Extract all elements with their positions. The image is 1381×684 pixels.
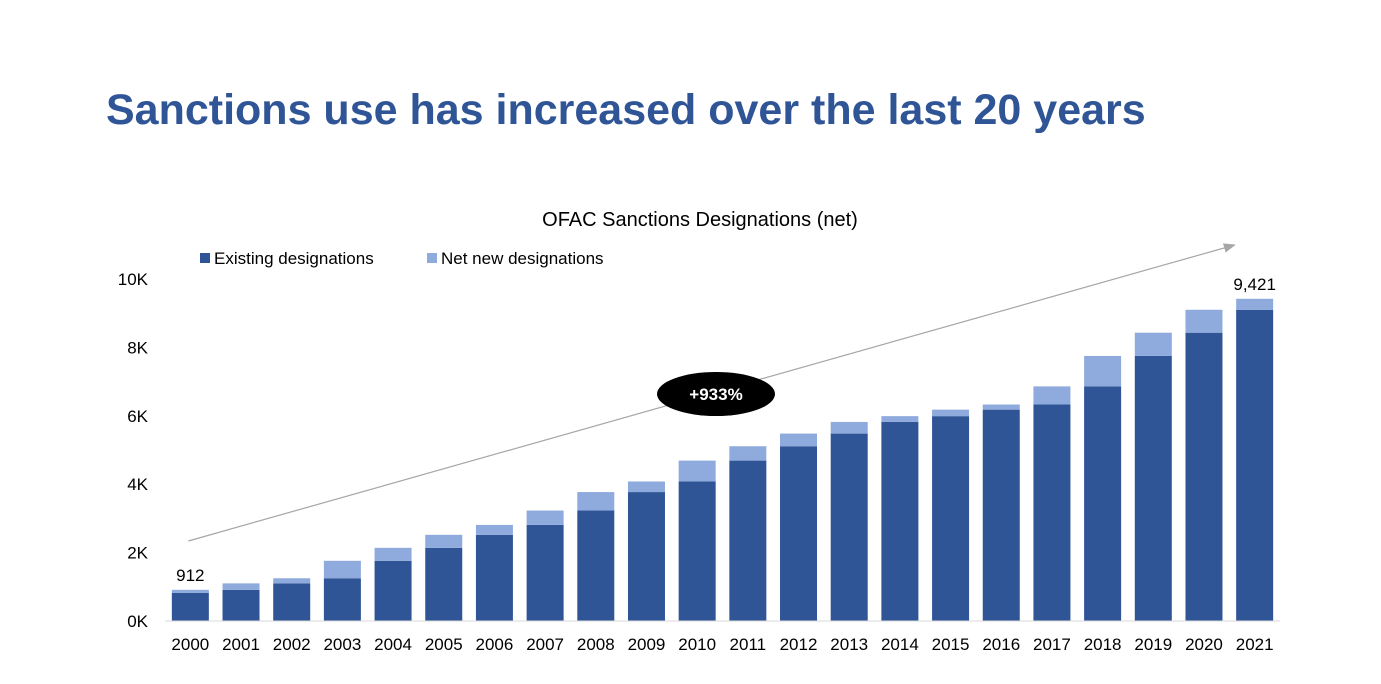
legend-label: Existing designations (214, 249, 374, 268)
x-tick-label: 2015 (932, 635, 970, 654)
x-tick-label: 2000 (171, 635, 209, 654)
bar-net-new (881, 416, 919, 422)
x-tick-label: 2014 (881, 635, 919, 654)
bar-existing (729, 460, 767, 621)
x-tick-label: 2013 (830, 635, 868, 654)
x-tick-label: 2007 (526, 635, 564, 654)
bar-net-new (627, 481, 665, 493)
bar-net-new (830, 421, 868, 434)
bar-existing (577, 510, 615, 621)
y-tick-label: 0K (127, 612, 148, 631)
x-tick-label: 2001 (222, 635, 260, 654)
bar-net-new (222, 583, 260, 590)
growth-badge-label: +933% (689, 385, 742, 404)
bar-existing (526, 524, 564, 621)
bar-existing (1236, 309, 1274, 621)
bar-net-new (526, 510, 564, 525)
x-tick-label: 2020 (1185, 635, 1223, 654)
bar-net-new (729, 446, 767, 461)
bar-net-new (577, 492, 615, 511)
legend-swatch (200, 253, 210, 263)
x-tick-label: 2006 (476, 635, 514, 654)
bar-existing (1134, 355, 1172, 621)
chart-legend: Existing designations Net new designation… (200, 249, 604, 268)
x-tick-label: 2003 (323, 635, 361, 654)
bar-net-new (1084, 355, 1122, 387)
x-tick-label: 2010 (678, 635, 716, 654)
x-tick-label: 2021 (1236, 635, 1274, 654)
bars-group (171, 298, 1274, 621)
x-tick-label: 2017 (1033, 635, 1071, 654)
bar-existing (678, 481, 716, 621)
bar-existing (171, 592, 209, 621)
bar-net-new (1185, 309, 1223, 333)
bar-net-new (273, 578, 311, 584)
y-tick-label: 4K (127, 475, 148, 494)
slide-title: Sanctions use has increased over the las… (106, 86, 1146, 134)
y-tick-label: 10K (118, 270, 149, 289)
bar-existing (982, 409, 1020, 621)
bar-existing (1084, 386, 1122, 621)
bar-existing (425, 547, 463, 621)
x-axis: 2000 2001 2002 2003 2004 2005 2006 2007 2008 2009… (165, 620, 1280, 654)
data-label: 9,421 (1233, 275, 1276, 294)
bar-net-new (374, 547, 412, 561)
bar-existing (780, 446, 818, 621)
bar-net-new (475, 524, 513, 535)
y-tick-label: 8K (127, 338, 148, 357)
data-labels: 912 9,421 (176, 275, 1276, 585)
x-tick-label: 2002 (273, 635, 311, 654)
chart-title: OFAC Sanctions Designations (net) (542, 209, 858, 231)
x-tick-label: 2016 (982, 635, 1020, 654)
x-tick-label: 2018 (1084, 635, 1122, 654)
bar-net-new (932, 409, 970, 417)
growth-badge (657, 372, 775, 416)
bar-net-new (425, 534, 463, 548)
bar-existing (374, 560, 412, 621)
data-label: 912 (176, 566, 204, 585)
bar-net-new (171, 589, 209, 593)
y-tick-label: 6K (127, 407, 148, 426)
bar-net-new (780, 433, 818, 447)
bar-existing (627, 492, 665, 621)
growth-annotation: +933% (188, 243, 1236, 542)
bar-existing (323, 578, 361, 621)
bar-existing (273, 583, 311, 621)
y-tick-label: 2K (127, 544, 148, 563)
x-tick-label: 2004 (374, 635, 412, 654)
x-tick-label: 2011 (730, 635, 767, 654)
bar-existing (830, 433, 868, 621)
bar-net-new (1134, 332, 1172, 356)
x-tick-label: 2012 (780, 635, 818, 654)
bar-existing (881, 421, 919, 621)
y-axis: 0K 2K 4K 6K 8K 10K (118, 270, 149, 631)
x-tick-label: 2005 (425, 635, 463, 654)
x-tick-label: 2008 (577, 635, 615, 654)
bar-existing (222, 589, 260, 621)
bar-net-new (678, 460, 716, 482)
x-tick-label: 2019 (1134, 635, 1172, 654)
bar-existing (1185, 332, 1223, 621)
bar-existing (1033, 404, 1071, 621)
bar-net-new (1033, 386, 1071, 405)
legend-swatch (427, 253, 437, 263)
bar-net-new (323, 560, 361, 579)
bar-existing (475, 534, 513, 621)
x-tick-label: 2009 (628, 635, 666, 654)
legend-label: Net new designations (441, 249, 604, 268)
bar-net-new (1236, 298, 1274, 310)
bar-net-new (982, 404, 1020, 410)
bar-existing (932, 416, 970, 621)
